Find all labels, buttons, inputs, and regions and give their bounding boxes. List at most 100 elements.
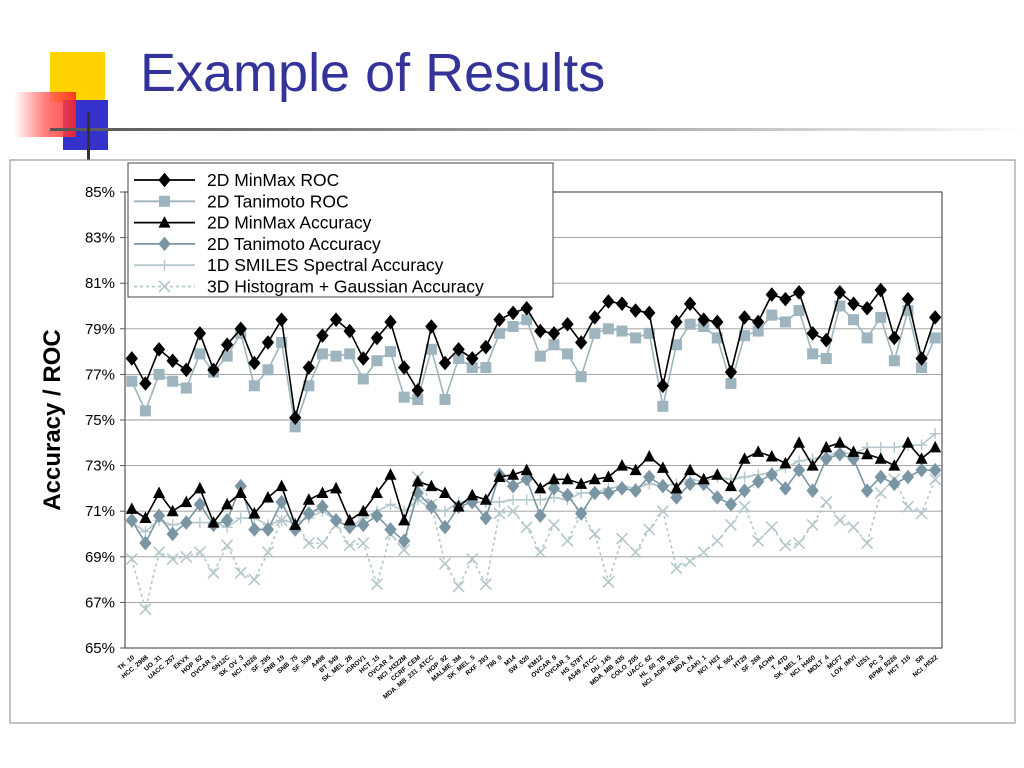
y-tick-label: 67% bbox=[85, 594, 115, 611]
data-point bbox=[220, 337, 234, 353]
data-point bbox=[370, 330, 384, 346]
data-point bbox=[248, 506, 261, 519]
data-point bbox=[329, 513, 343, 528]
slide-title: Example of Results bbox=[140, 43, 606, 103]
data-point bbox=[806, 459, 819, 471]
data-point bbox=[615, 532, 629, 545]
data-point bbox=[670, 339, 682, 351]
y-tick-label: 77% bbox=[85, 366, 115, 383]
data-point bbox=[724, 364, 738, 380]
data-point bbox=[493, 470, 506, 482]
data-point bbox=[248, 355, 261, 371]
data-point bbox=[656, 461, 669, 473]
data-point bbox=[874, 282, 887, 298]
data-point bbox=[670, 562, 683, 575]
series-2d-tanimoto-accuracy bbox=[125, 446, 942, 551]
data-point bbox=[656, 478, 670, 494]
data-point bbox=[194, 348, 206, 360]
data-point bbox=[916, 362, 928, 374]
data-point bbox=[303, 380, 315, 392]
data-point bbox=[193, 481, 206, 494]
legend-label: 2D Tanimoto Accuracy bbox=[207, 234, 381, 254]
data-point bbox=[385, 498, 397, 510]
data-point bbox=[207, 516, 220, 528]
data-point bbox=[180, 550, 193, 563]
data-point bbox=[656, 505, 669, 518]
data-point bbox=[765, 467, 778, 482]
data-point bbox=[330, 481, 343, 494]
data-point bbox=[724, 518, 738, 531]
data-point bbox=[779, 539, 792, 552]
series-2d-minmax-accuracy bbox=[125, 436, 942, 530]
data-point bbox=[562, 348, 574, 360]
data-point bbox=[234, 486, 247, 498]
data-point bbox=[302, 493, 315, 505]
data-point bbox=[506, 478, 520, 494]
data-point bbox=[929, 440, 942, 453]
data-point bbox=[276, 336, 288, 348]
chart-frame bbox=[9, 159, 1016, 724]
data-point bbox=[547, 326, 561, 341]
x-tick-label: 786_0 bbox=[485, 654, 504, 671]
data-point bbox=[439, 505, 451, 517]
data-point bbox=[711, 490, 724, 505]
data-point bbox=[466, 362, 478, 374]
y-tick-label: 83% bbox=[85, 230, 115, 247]
data-point bbox=[493, 327, 505, 339]
data-point bbox=[302, 360, 315, 375]
data-point bbox=[302, 537, 315, 550]
data-point bbox=[520, 472, 533, 487]
data-point bbox=[370, 578, 383, 591]
legend-marker bbox=[158, 280, 171, 293]
data-point bbox=[724, 497, 738, 512]
data-point bbox=[616, 325, 628, 337]
data-point bbox=[779, 456, 792, 469]
data-point bbox=[833, 446, 847, 462]
data-point bbox=[820, 332, 833, 348]
data-point bbox=[398, 543, 411, 557]
data-point bbox=[779, 316, 791, 328]
data-point bbox=[398, 513, 411, 526]
data-point bbox=[302, 506, 315, 521]
data-point bbox=[806, 518, 819, 531]
data-point bbox=[289, 518, 302, 530]
data-point bbox=[261, 546, 275, 559]
data-point bbox=[888, 476, 901, 492]
data-point bbox=[792, 285, 806, 300]
data-point bbox=[752, 474, 765, 489]
data-point bbox=[452, 500, 465, 512]
data-point bbox=[874, 469, 887, 485]
data-point bbox=[752, 314, 765, 330]
data-point bbox=[561, 534, 574, 547]
data-point bbox=[589, 327, 601, 339]
data-point bbox=[575, 371, 587, 383]
data-point bbox=[847, 445, 860, 457]
data-point bbox=[534, 546, 547, 559]
data-point bbox=[657, 400, 669, 412]
data-point bbox=[520, 301, 533, 316]
data-point bbox=[711, 332, 723, 344]
data-point bbox=[861, 537, 874, 550]
legend-label: 3D Histogram + Gaussian Accuracy bbox=[207, 277, 484, 297]
data-point bbox=[575, 477, 588, 489]
data-point bbox=[139, 405, 151, 417]
y-tick-label: 75% bbox=[85, 412, 115, 429]
data-point bbox=[615, 296, 629, 311]
data-point bbox=[425, 479, 438, 492]
data-point bbox=[561, 316, 574, 332]
data-point bbox=[126, 375, 138, 387]
data-point bbox=[262, 364, 274, 376]
data-point bbox=[357, 504, 370, 517]
data-point bbox=[344, 348, 356, 360]
data-point bbox=[916, 439, 928, 451]
data-point bbox=[316, 328, 329, 343]
series-2d-minmax-roc bbox=[125, 282, 942, 425]
data-point bbox=[139, 603, 152, 616]
legend-marker bbox=[158, 172, 171, 188]
data-point bbox=[683, 476, 697, 492]
data-point bbox=[316, 537, 329, 550]
data-point bbox=[425, 319, 438, 334]
data-point bbox=[793, 305, 805, 317]
data-point bbox=[711, 534, 724, 547]
